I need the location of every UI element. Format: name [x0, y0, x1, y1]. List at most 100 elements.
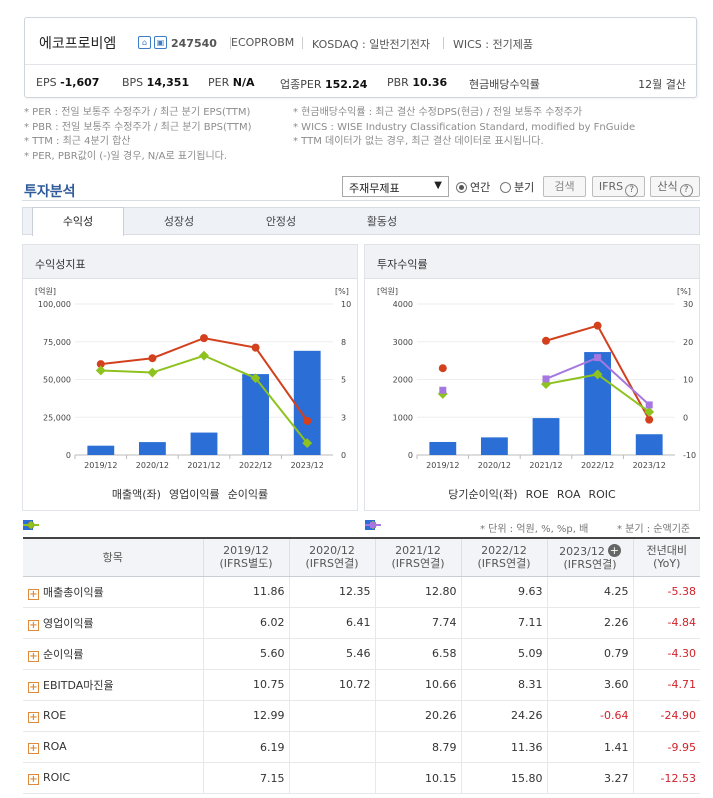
table-cell: 10.15	[374, 762, 461, 795]
y2-tick-label: 10	[341, 300, 351, 309]
chart-title: 투자수익률	[365, 245, 699, 279]
bar	[138, 442, 166, 455]
expand-icon[interactable]: +	[28, 619, 39, 631]
table-cell: 12.99	[202, 700, 289, 732]
expand-icon[interactable]: +	[28, 650, 39, 662]
formula-help-button[interactable]: 산식?	[650, 176, 700, 197]
row-label-text: 영업이익률	[43, 616, 94, 630]
investment-return-chart-panel: 투자수익률 [억원] [%] 0 1000 2000 3000 4000 -10 0 10 20 30…	[364, 244, 700, 530]
bar	[584, 352, 612, 455]
header-item: 항목	[23, 537, 203, 577]
legend-label: 순이익률	[227, 488, 269, 501]
per-metric: PER N/A	[208, 76, 255, 89]
tab-profitability[interactable]: 수익성	[32, 207, 124, 236]
tab-stability[interactable]: 안정성	[265, 215, 297, 228]
select-value: 주재무제표	[349, 182, 400, 195]
legend-item[interactable]: ROA	[365, 488, 581, 530]
legend-label: 영업이익률	[168, 488, 220, 501]
row-label[interactable]: + ROA	[23, 731, 203, 764]
expand-icon[interactable]: +	[28, 711, 39, 723]
data-point	[148, 354, 157, 363]
table-cell: 10.66	[374, 669, 461, 701]
table-cell: 1.41	[546, 731, 633, 764]
y2-tick-label: 8	[341, 338, 346, 347]
y-tick-label: 2000	[393, 376, 413, 385]
legend-item[interactable]: ROE	[365, 488, 549, 529]
table-cell: 3.60	[546, 669, 633, 701]
table-cell: -0.64	[546, 700, 633, 732]
data-point	[593, 321, 602, 330]
data-point	[438, 364, 447, 373]
row-label[interactable]: + ROE	[23, 700, 203, 732]
legend-item[interactable]: ROIC	[365, 488, 616, 528]
y2-tick-label: 30	[683, 300, 693, 309]
bar	[293, 350, 321, 455]
industry-per-metric: 업종PER 152.24	[280, 78, 368, 91]
table-cell: 2.26	[546, 607, 633, 639]
data-point	[645, 401, 653, 409]
radio-unselected-icon	[500, 182, 511, 193]
add-column-icon[interactable]: +	[607, 543, 621, 557]
x-tick-label: 2023/12	[291, 461, 324, 470]
table-cell: 6.41	[288, 607, 375, 639]
legend-item[interactable]: 매출액(좌)	[23, 486, 161, 530]
bps-metric: BPS 14,351	[122, 76, 190, 89]
ifrs-help-button[interactable]: IFRS?	[592, 176, 645, 197]
home-icon[interactable]: ⌂	[138, 36, 151, 49]
row-label-text: ROE	[43, 708, 67, 722]
help-icon: ?	[679, 184, 693, 197]
statement-type-select[interactable]: 주재무제표 ▼	[342, 176, 449, 197]
table-cell: 9.63	[460, 576, 547, 608]
chart-title: 수익성지표	[23, 245, 357, 279]
chart-legend: 당기순이익(좌) ROE ROA ROIC	[365, 486, 699, 530]
tab-growth[interactable]: 성장성	[163, 215, 195, 228]
data-point	[303, 416, 312, 425]
legend-label: ROIC	[588, 488, 616, 501]
data-point	[644, 406, 655, 417]
table-cell: 7.74	[374, 607, 461, 639]
expand-icon[interactable]: +	[28, 743, 39, 755]
x-tick-label: 2022/12	[239, 461, 272, 470]
legend-label: ROA	[556, 488, 581, 501]
radio-quarter[interactable]: 분기	[500, 179, 534, 195]
expand-icon[interactable]: +	[28, 774, 39, 786]
data-point	[147, 367, 158, 378]
table-cell	[288, 762, 375, 795]
legend-item[interactable]: 당기순이익(좌)	[365, 486, 518, 530]
row-label[interactable]: + 순이익률	[23, 638, 203, 670]
legend-label: 당기순이익(좌)	[448, 488, 518, 501]
row-label[interactable]: + 영업이익률	[23, 607, 203, 639]
table-cell: 5.60	[202, 638, 289, 670]
company-eng-name: ECOPROBM	[231, 36, 295, 49]
series-line	[100, 354, 308, 444]
table-cell: 10.75	[202, 669, 289, 701]
row-label[interactable]: + ROIC	[23, 762, 203, 795]
data-point	[95, 365, 106, 376]
legend-swatch	[365, 522, 381, 528]
table-row: + 순이익률 5.60 5.46 6.58 5.09 0.79 -4.30	[23, 638, 700, 670]
tab-activity[interactable]: 활동성	[366, 215, 398, 228]
section-divider	[22, 200, 700, 201]
help-icon: ?	[625, 184, 639, 197]
legend-item[interactable]: 순이익률	[23, 486, 269, 530]
legend-item[interactable]: 영업이익률	[23, 486, 220, 529]
data-point	[199, 350, 209, 361]
table-cell: 5.09	[460, 638, 547, 670]
quarter-note: * 분기 : 순액기준	[617, 524, 691, 535]
expand-icon[interactable]: +	[28, 681, 39, 693]
fiscal-settlement: 12월 결산	[638, 78, 686, 91]
row-label-text: EBITDA마진율	[43, 678, 114, 692]
radio-annual[interactable]: 연간	[456, 179, 490, 195]
row-label-text: 매출총이익률	[43, 585, 104, 599]
expand-icon[interactable]: +	[28, 588, 39, 600]
x-tick-label: 2022/12	[581, 461, 614, 470]
header-year: 2023/12 + (IFRS연결)	[546, 537, 633, 577]
chart-icon[interactable]: ▣	[154, 36, 167, 49]
table-cell: 3.27	[546, 762, 633, 795]
yoy-cell: -4.84	[632, 607, 700, 639]
row-label[interactable]: + EBITDA마진율	[23, 669, 203, 701]
x-tick-label: 2021/12	[529, 461, 562, 470]
table-cell: 0.79	[546, 638, 633, 670]
search-button[interactable]: 검색	[543, 176, 586, 197]
row-label[interactable]: + 매출총이익률	[23, 576, 203, 608]
